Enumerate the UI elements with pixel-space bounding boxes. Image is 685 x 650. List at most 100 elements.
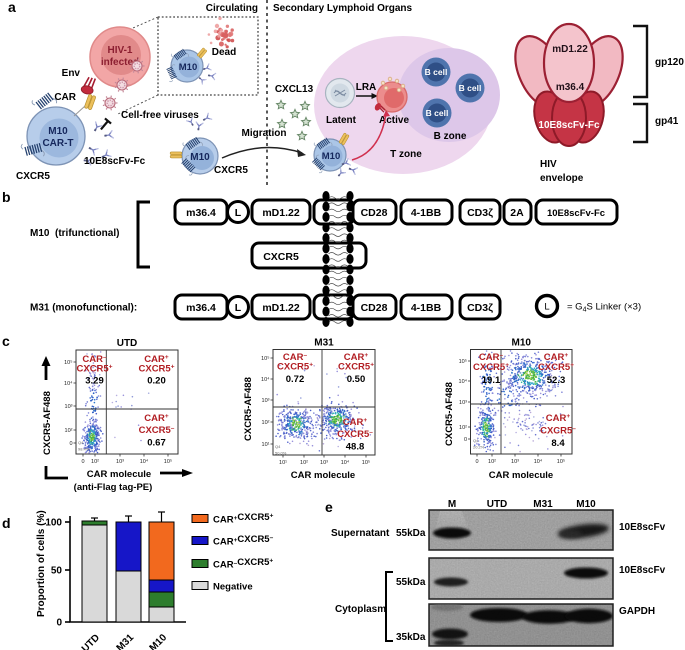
svg-text:0.67: 0.67 [147,438,166,449]
svg-text:CXCR5-AF488: CXCR5-AF488 [243,377,254,441]
svg-text:M10: M10 [179,62,197,73]
svg-text:CAR–: CAR– [479,352,504,363]
svg-text:CAR+: CAR+ [344,352,369,363]
svg-text:0.50: 0.50 [347,374,366,385]
svg-text:CXCR5–: CXCR5– [139,425,175,436]
svg-text:19.1: 19.1 [482,375,501,386]
svg-text:CAR–CXCR5+: CAR–CXCR5+ [213,557,273,571]
svg-text:CXCR5: CXCR5 [16,171,50,182]
svg-text:d: d [2,515,11,531]
svg-text:10²: 10² [488,459,496,465]
svg-text:10⁵: 10⁵ [64,359,72,366]
svg-text:Circulating: Circulating [206,3,258,14]
svg-text:CXCR5+: CXCR5+ [473,362,509,373]
svg-text:CXCR5–: CXCR5– [337,429,373,440]
svg-text:CXCR5+: CXCR5+ [77,364,113,375]
svg-text:10⁴: 10⁴ [261,376,270,383]
svg-text:10⁴: 10⁴ [140,458,149,465]
svg-text:B cell: B cell [425,67,448,77]
svg-text:0.20: 0.20 [147,376,166,387]
svg-text:a: a [8,0,16,15]
svg-text:0.72: 0.72 [286,374,305,385]
svg-text:10²: 10² [300,460,308,466]
svg-text:50.0%: 50.0% [275,451,287,456]
svg-text:M10: M10 [322,151,340,162]
svg-text:B cell: B cell [459,83,482,93]
svg-text:CXCL13: CXCL13 [275,84,314,95]
svg-text:(anti-Flag tag-PE): (anti-Flag tag-PE) [74,482,153,493]
svg-text:10E8scFv-Fc: 10E8scFv-Fc [84,156,146,167]
svg-text:B zone: B zone [434,131,467,142]
svg-text:M10 (trifunctional): M10 (trifunctional) [30,228,119,239]
svg-text:GAPDH: GAPDH [619,606,655,617]
svg-text:Dead: Dead [212,47,236,58]
svg-text:20.2%: 20.2% [473,445,485,450]
svg-text:CXCR5+: CXCR5+ [338,362,374,373]
svg-text:0: 0 [69,441,72,447]
svg-text:CAR molecule: CAR molecule [87,469,151,480]
svg-text:HIV: HIV [540,159,557,170]
svg-text:10³: 10³ [320,460,328,466]
svg-text:LRA: LRA [356,82,377,93]
svg-text:CXCR5+: CXCR5+ [277,362,313,373]
svg-text:L: L [235,302,242,314]
svg-text:M10: M10 [48,126,68,137]
svg-text:UTD: UTD [117,338,138,349]
svg-text:mD1.22: mD1.22 [262,207,300,219]
svg-text:gp41: gp41 [655,116,679,127]
svg-text:55kDa: 55kDa [396,577,426,588]
svg-text:M10: M10 [576,500,596,510]
svg-text:CD3ζ: CD3ζ [467,207,493,219]
svg-text:10³: 10³ [116,459,124,465]
svg-text:48.8: 48.8 [346,442,365,453]
svg-text:infected: infected [101,57,139,68]
svg-text:Proportion of cells (%): Proportion of cells (%) [36,510,47,617]
svg-text:3.29: 3.29 [85,376,104,387]
svg-text:M31: M31 [115,632,137,650]
svg-text:Cell-free viruses: Cell-free viruses [121,110,199,121]
svg-text:M31: M31 [533,500,553,510]
svg-text:2A: 2A [510,207,524,219]
svg-text:gp120: gp120 [655,57,684,68]
svg-text:e: e [325,500,333,515]
svg-text:10²: 10² [262,420,270,426]
svg-text:b: b [2,190,11,205]
svg-text:CAR: CAR [54,92,76,103]
svg-text:M10: M10 [512,338,532,349]
svg-text:L: L [235,207,242,219]
svg-text:CAR molecule: CAR molecule [489,470,553,481]
svg-text:CAR+: CAR+ [144,354,169,365]
svg-text:0: 0 [56,618,62,629]
svg-text:CAR+: CAR+ [343,417,368,428]
svg-text:CAR-T: CAR-T [42,138,73,149]
svg-text:M10: M10 [190,152,210,163]
svg-text:M31: M31 [314,338,334,349]
svg-text:mD1.22: mD1.22 [552,44,588,55]
svg-text:CD28: CD28 [361,207,388,219]
svg-text:CAR+: CAR+ [544,352,569,363]
svg-text:0: 0 [464,437,467,443]
svg-text:0: 0 [475,459,478,465]
svg-text:10³: 10³ [459,400,467,406]
svg-text:10E8scFv: 10E8scFv [619,565,666,576]
svg-text:10E8scFv-Fc: 10E8scFv-Fc [547,208,605,219]
svg-text:10²: 10² [459,425,467,431]
svg-text:Q4: Q4 [473,438,479,443]
svg-text:Q4: Q4 [275,444,281,449]
svg-text:CXCR5+: CXCR5+ [538,362,574,373]
svg-text:10⁵: 10⁵ [164,458,172,465]
svg-text:envelope: envelope [540,173,584,184]
svg-text:c: c [2,333,10,349]
svg-text:UTD: UTD [487,500,508,510]
svg-text:Q4: Q4 [78,440,84,445]
svg-text:CAR–: CAR– [82,354,107,365]
svg-text:CD28: CD28 [361,302,388,314]
svg-text:100: 100 [45,518,62,529]
svg-text:CAR molecule: CAR molecule [291,470,355,481]
svg-text:10¹: 10¹ [262,442,270,448]
svg-text:UTD: UTD [80,632,102,650]
svg-text:B cell: B cell [426,108,449,118]
svg-text:T zone: T zone [390,149,422,160]
svg-text:CAR+: CAR+ [144,413,169,424]
svg-text:10³: 10³ [65,404,73,410]
